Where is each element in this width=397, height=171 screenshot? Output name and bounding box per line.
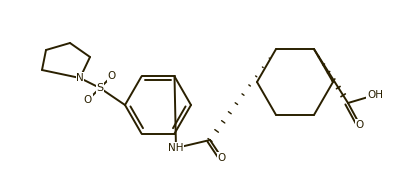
Text: NH: NH — [168, 143, 184, 153]
Text: N: N — [76, 73, 84, 83]
Text: O: O — [356, 120, 364, 130]
Text: O: O — [108, 71, 116, 81]
Text: S: S — [96, 83, 104, 93]
Text: O: O — [218, 153, 226, 163]
Text: OH: OH — [367, 90, 383, 100]
Text: O: O — [84, 95, 92, 105]
